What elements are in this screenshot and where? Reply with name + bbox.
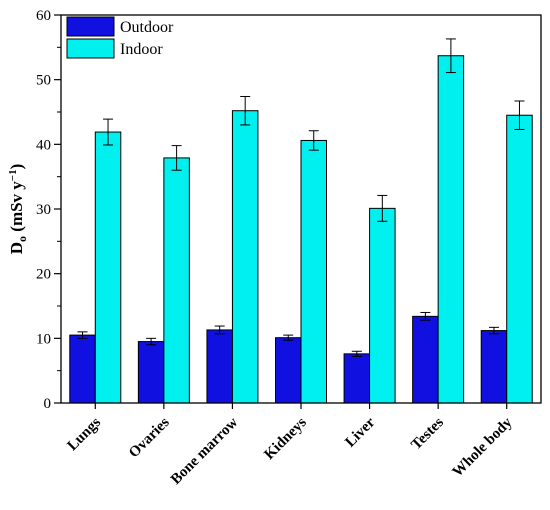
x-tick-label: Liver — [342, 414, 378, 450]
error-bars-layer — [77, 38, 525, 357]
bar-outdoor-lungs — [69, 334, 96, 404]
bar-indoor-bone-marrow — [231, 110, 259, 404]
legend: Outdoor Indoor — [66, 16, 174, 59]
x-tick-label: Lungs — [64, 414, 104, 454]
bar-outdoor-kidneys — [275, 337, 302, 404]
bar-outdoor-ovaries — [137, 341, 165, 404]
bar-indoor-kidneys — [300, 139, 327, 404]
y-tick-label: 60 — [36, 8, 51, 24]
y-tick-label: 40 — [36, 137, 51, 153]
bar-outdoor-whole-body — [480, 330, 508, 404]
bar-indoor-liver — [369, 207, 396, 404]
bar-outdoor-testes — [412, 315, 439, 404]
legend-label-indoor: Indoor — [120, 41, 163, 58]
x-tick-label: Ovaries — [126, 414, 173, 461]
y-tick-label: 0 — [44, 396, 52, 412]
y-tick-label: 30 — [36, 202, 51, 218]
y-axis: 0 10 20 30 40 50 60 — [36, 8, 61, 412]
bars-layer — [69, 55, 533, 404]
y-tick-label: 10 — [36, 331, 51, 347]
x-tick-label: Testes — [408, 414, 447, 453]
y-tick-label: 20 — [36, 267, 51, 283]
bar-indoor-ovaries — [163, 157, 190, 404]
x-tick-label: Bone marrow — [168, 414, 241, 487]
legend-swatch-indoor — [66, 38, 115, 59]
bar-outdoor-liver — [343, 353, 371, 404]
bar-indoor-lungs — [94, 131, 122, 404]
y-axis-label: Do (mSv y−1) — [7, 164, 29, 255]
legend-swatch-outdoor — [66, 16, 115, 37]
x-tick-label: Whole body — [450, 414, 516, 480]
y-tick-label: 50 — [36, 73, 51, 89]
bar-indoor-testes — [437, 55, 465, 404]
x-tick-label: Kidneys — [261, 414, 310, 463]
bar-outdoor-bone-marrow — [206, 329, 233, 404]
legend-label-outdoor: Outdoor — [120, 19, 174, 36]
bar-indoor-whole-body — [506, 114, 533, 404]
